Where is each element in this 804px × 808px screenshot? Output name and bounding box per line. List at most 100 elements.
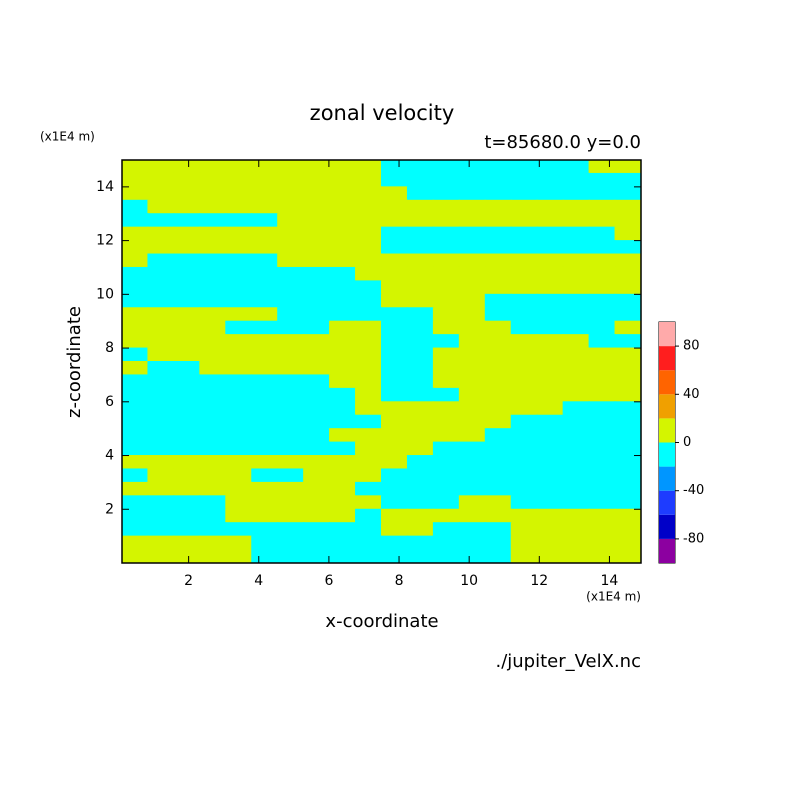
- field-cell: [484, 240, 512, 255]
- field-cell: [355, 428, 382, 443]
- field-cell: [277, 481, 305, 497]
- field-cell: [199, 455, 227, 470]
- field-cell: [225, 495, 253, 510]
- field-cell: [458, 522, 486, 537]
- field-cell: [225, 226, 253, 242]
- field-cell: [510, 468, 538, 483]
- field-cell: [147, 186, 175, 201]
- field-cell: [458, 535, 486, 551]
- field-cell: [510, 226, 538, 242]
- field-cell: [510, 549, 538, 563]
- field-cell: [355, 186, 382, 201]
- field-cell: [381, 280, 408, 295]
- field-cell: [329, 522, 357, 537]
- field-cell: [484, 347, 512, 362]
- field-cell: [510, 347, 538, 362]
- field-cell: [562, 508, 590, 524]
- field-cell: [329, 199, 357, 215]
- field-cell: [588, 508, 616, 524]
- field-cell: [381, 455, 408, 470]
- field-cell: [484, 172, 512, 188]
- field-cell: [225, 361, 253, 376]
- x-tick-label: 14: [601, 573, 619, 589]
- field-cell: [173, 495, 201, 510]
- field-cell: [303, 347, 331, 362]
- field-cell: [536, 495, 564, 510]
- field-cell: [510, 253, 538, 268]
- field-cell: [536, 522, 564, 537]
- field-cell: [251, 428, 279, 443]
- chart-title: zonal velocity: [310, 101, 455, 125]
- field-cell: [432, 160, 460, 174]
- field-cell: [277, 226, 305, 242]
- field-cell: [536, 226, 564, 242]
- field-cell: [251, 334, 279, 349]
- field-cell: [484, 441, 512, 457]
- field-cell: [614, 347, 641, 362]
- field-cell: [173, 307, 201, 322]
- field-cell: [588, 266, 616, 282]
- field-cell: [251, 508, 279, 524]
- field-cell: [614, 334, 641, 349]
- field-cell: [355, 347, 382, 362]
- field-cell: [251, 522, 279, 537]
- y-tick-label: 6: [105, 394, 114, 410]
- field-cell: [303, 199, 331, 215]
- field-cell: [614, 266, 641, 282]
- field-cell: [303, 508, 331, 524]
- field-cell: [173, 253, 201, 268]
- field-cell: [173, 280, 201, 295]
- field-cell: [173, 199, 201, 215]
- field-cell: [147, 414, 175, 430]
- y-tick-label: 2: [105, 501, 114, 517]
- field-cell: [484, 266, 512, 282]
- field-cell: [277, 414, 305, 430]
- field-cell: [614, 374, 641, 389]
- field-cell: [122, 549, 149, 563]
- field-cell: [173, 293, 201, 309]
- field-cell: [458, 253, 486, 268]
- field-cell: [122, 481, 149, 497]
- field-cell: [251, 361, 279, 376]
- field-cell: [329, 307, 357, 322]
- field-cell: [432, 535, 460, 551]
- field-cell: [458, 293, 486, 309]
- field-cell: [406, 387, 434, 403]
- field-cell: [536, 361, 564, 376]
- field-cell: [199, 240, 227, 255]
- field-cell: [406, 535, 434, 551]
- field-cell: [355, 535, 382, 551]
- field-cell: [225, 401, 253, 416]
- field-cell: [225, 280, 253, 295]
- field-cell: [329, 481, 357, 497]
- field-cell: [536, 320, 564, 336]
- colorbar-segment: [659, 466, 675, 491]
- field-cell: [510, 172, 538, 188]
- field-cell: [225, 468, 253, 483]
- field-cell: [536, 307, 564, 322]
- field-cell: [173, 387, 201, 403]
- field-cell: [122, 468, 149, 483]
- field-cell: [225, 186, 253, 201]
- field-cell: [381, 522, 408, 537]
- field-cell: [329, 535, 357, 551]
- field-cell: [122, 280, 149, 295]
- field-cell: [458, 508, 486, 524]
- field-cell: [458, 172, 486, 188]
- field-cell: [588, 172, 616, 188]
- field-cell: [536, 347, 564, 362]
- field-cell: [147, 280, 175, 295]
- field-cell: [355, 374, 382, 389]
- field-cell: [614, 414, 641, 430]
- field-cell: [432, 253, 460, 268]
- field-cell: [484, 280, 512, 295]
- field-cell: [484, 481, 512, 497]
- field-cell: [432, 293, 460, 309]
- field-cell: [147, 522, 175, 537]
- x-axis-label: x-coordinate: [325, 611, 438, 632]
- field-cell: [588, 334, 616, 349]
- field-cell: [510, 522, 538, 537]
- field-cell: [484, 468, 512, 483]
- field-cell: [484, 535, 512, 551]
- field-cell: [173, 508, 201, 524]
